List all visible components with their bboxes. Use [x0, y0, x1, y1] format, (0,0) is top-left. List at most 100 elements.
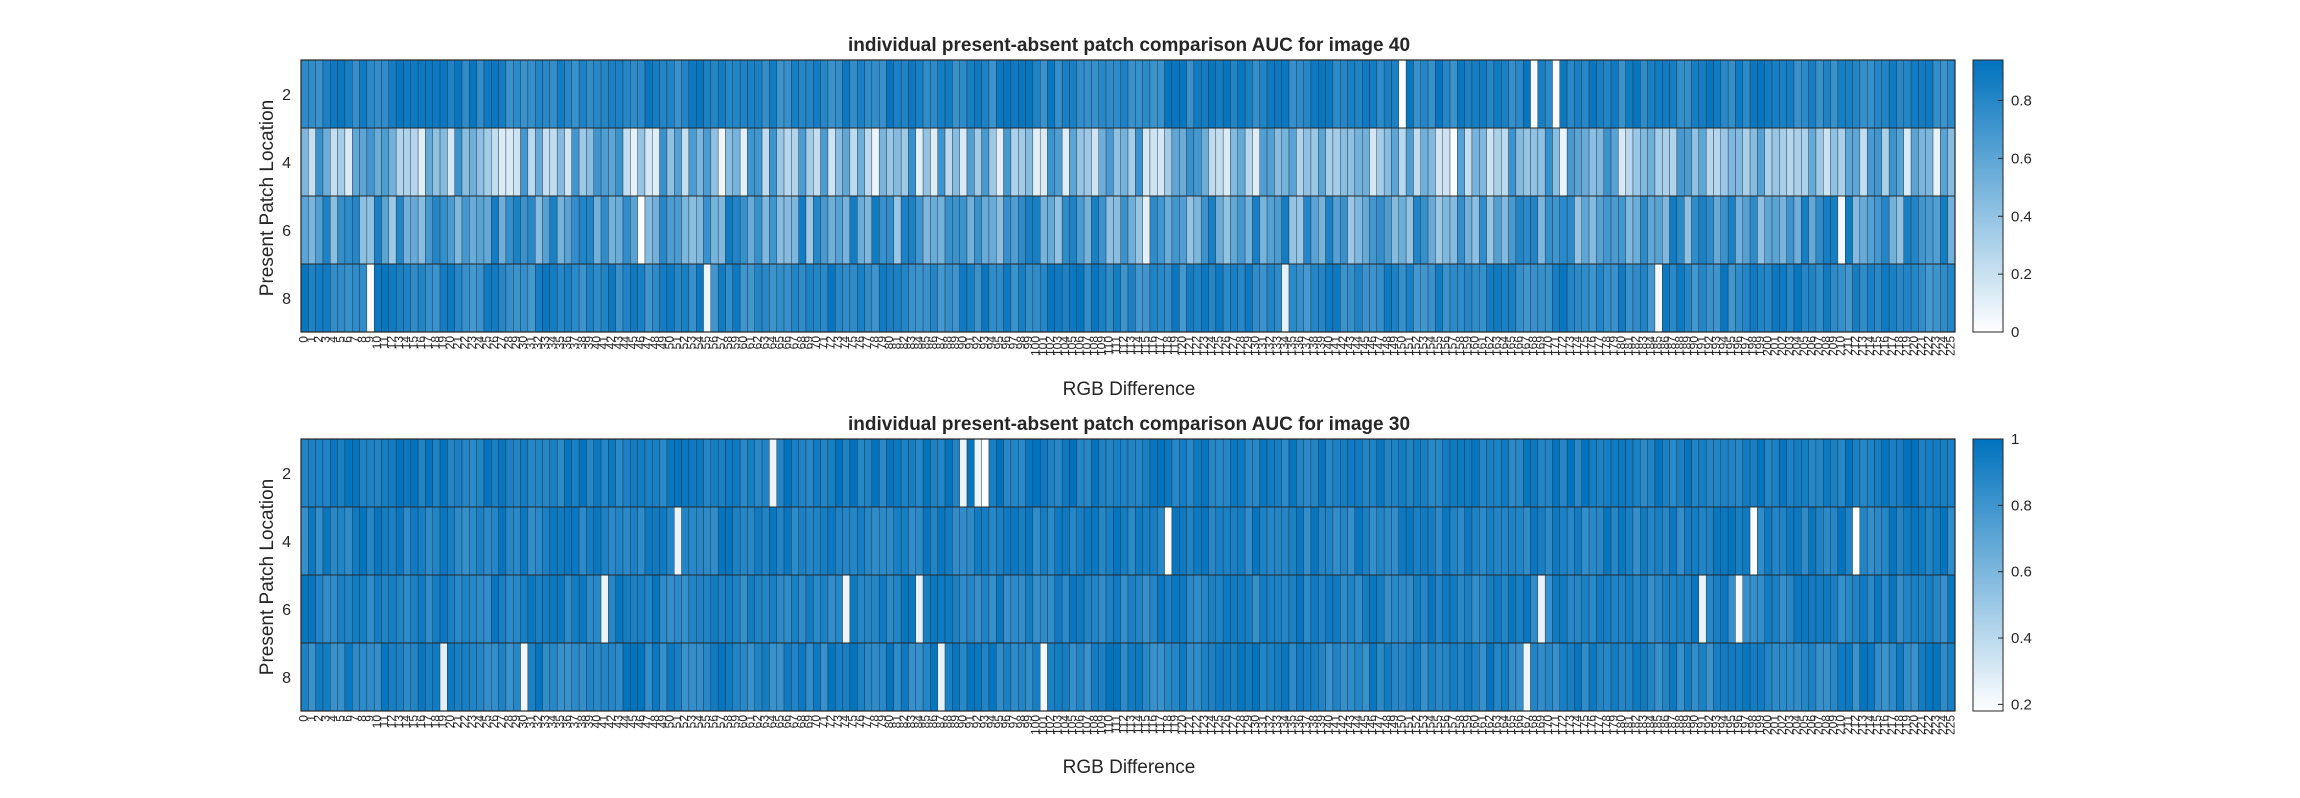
heatmap-cell	[1310, 59, 1319, 129]
heatmap-cell	[1244, 642, 1253, 712]
heatmap-cell	[674, 127, 682, 197]
x-tick-label: 149	[1387, 715, 1401, 735]
x-tick-label: 169	[1534, 715, 1548, 735]
heatmap-cell	[1069, 263, 1077, 333]
heatmap-cell	[1757, 438, 1765, 508]
colorbar-tick-label: 0	[2011, 324, 2019, 341]
heatmap-cell	[564, 127, 572, 197]
x-tick-label: 15	[406, 336, 420, 350]
heatmap-cell	[1215, 642, 1224, 712]
heatmap-cell	[681, 127, 690, 197]
heatmap-cell	[1398, 59, 1407, 129]
x-tick-label: 25	[480, 715, 494, 729]
heatmap-cell	[1691, 574, 1700, 644]
heatmap-cell	[1603, 195, 1612, 265]
heatmap-cell	[542, 506, 551, 576]
heatmap-cell	[776, 127, 785, 197]
heatmap-cell	[717, 59, 726, 129]
heatmap-cell	[930, 506, 938, 576]
heatmap-cell	[1164, 195, 1173, 265]
heatmap-cell	[1786, 263, 1795, 333]
heatmap-cell	[491, 195, 499, 265]
heatmap-cell	[366, 506, 375, 576]
x-tick-label: 179	[1607, 715, 1621, 735]
heatmap-cell	[593, 642, 602, 712]
heatmap-cell	[988, 127, 997, 197]
heatmap-cell	[1625, 195, 1634, 265]
heatmap-cell	[373, 574, 382, 644]
x-tick-label: 68	[794, 715, 808, 729]
heatmap-cell	[1618, 574, 1626, 644]
heatmap-cell	[1618, 263, 1626, 333]
heatmap-cell	[1354, 506, 1363, 576]
x-tick-label: 37	[567, 336, 581, 350]
heatmap-cell	[981, 506, 990, 576]
x-tick-label: 207	[1812, 336, 1826, 356]
x-tick-label: 139	[1314, 715, 1328, 735]
heatmap-cell	[1310, 506, 1319, 576]
heatmap-cell	[1764, 59, 1773, 129]
heatmap-cell	[747, 127, 755, 197]
heatmap-cell	[322, 263, 331, 333]
heatmap-cell	[725, 642, 733, 712]
x-tick-label: 164	[1497, 715, 1511, 735]
heatmap-cell	[1830, 59, 1839, 129]
heatmap-cell	[564, 438, 572, 508]
x-tick-label: 201	[1768, 715, 1782, 735]
heatmap-cell	[330, 127, 338, 197]
heatmap-cell	[1566, 59, 1575, 129]
heatmap-cell	[791, 506, 799, 576]
heatmap-cell	[959, 438, 968, 508]
heatmap-cell	[395, 506, 404, 576]
heatmap-cell	[944, 127, 953, 197]
heatmap-cell	[1925, 438, 1934, 508]
heatmap-cell	[813, 574, 821, 644]
heatmap-cell	[1537, 574, 1546, 644]
heatmap-cell	[1230, 59, 1238, 129]
x-tick-label: 213	[1856, 715, 1870, 735]
heatmap-cell	[1105, 506, 1114, 576]
heatmap-cell	[1735, 574, 1743, 644]
heatmap-cell	[330, 506, 338, 576]
heatmap-cell	[1420, 59, 1429, 129]
heatmap-cell	[703, 127, 712, 197]
y-tick-label: 6	[282, 223, 291, 240]
x-tick-label: 15	[406, 715, 420, 729]
heatmap-cell	[981, 195, 990, 265]
x-tick-label: 39	[582, 715, 596, 729]
heatmap-cell	[1815, 438, 1824, 508]
heatmap-cell	[1522, 574, 1531, 644]
heatmap-cell	[988, 506, 997, 576]
heatmap-cell	[1735, 438, 1743, 508]
heatmap-cell	[1252, 642, 1260, 712]
x-tick-label: 211	[1841, 336, 1855, 355]
heatmap-cell	[315, 642, 324, 712]
heatmap-cell	[1361, 263, 1370, 333]
heatmap-cell	[1588, 127, 1597, 197]
x-tick-label: 87	[933, 336, 947, 350]
heatmap-cell	[1918, 263, 1926, 333]
heatmap-cell	[381, 263, 390, 333]
heatmap-cell	[1003, 438, 1012, 508]
heatmap-cell	[1764, 642, 1773, 712]
heatmap-cell	[410, 438, 419, 508]
heatmap-cell	[1720, 574, 1729, 644]
heatmap-cell	[622, 438, 631, 508]
x-tick-label: 206	[1804, 715, 1818, 735]
heatmap-cell	[1574, 195, 1582, 265]
heatmap-cell	[381, 59, 390, 129]
heatmap-cell	[322, 506, 331, 576]
heatmap-cell	[974, 263, 982, 333]
x-tick-label: 146	[1365, 336, 1379, 356]
heatmap-cell	[483, 574, 492, 644]
heatmap-cell	[666, 438, 675, 508]
heatmap-cell	[1925, 263, 1934, 333]
heatmap-cell	[783, 127, 792, 197]
heatmap-cell	[1471, 263, 1480, 333]
heatmap-cell	[1530, 642, 1539, 712]
heatmap-cell	[476, 195, 485, 265]
x-tick-label: 210	[1834, 336, 1848, 356]
heatmap-cell	[1127, 59, 1136, 129]
heatmap-cell	[717, 127, 726, 197]
heatmap-cell	[1303, 127, 1312, 197]
